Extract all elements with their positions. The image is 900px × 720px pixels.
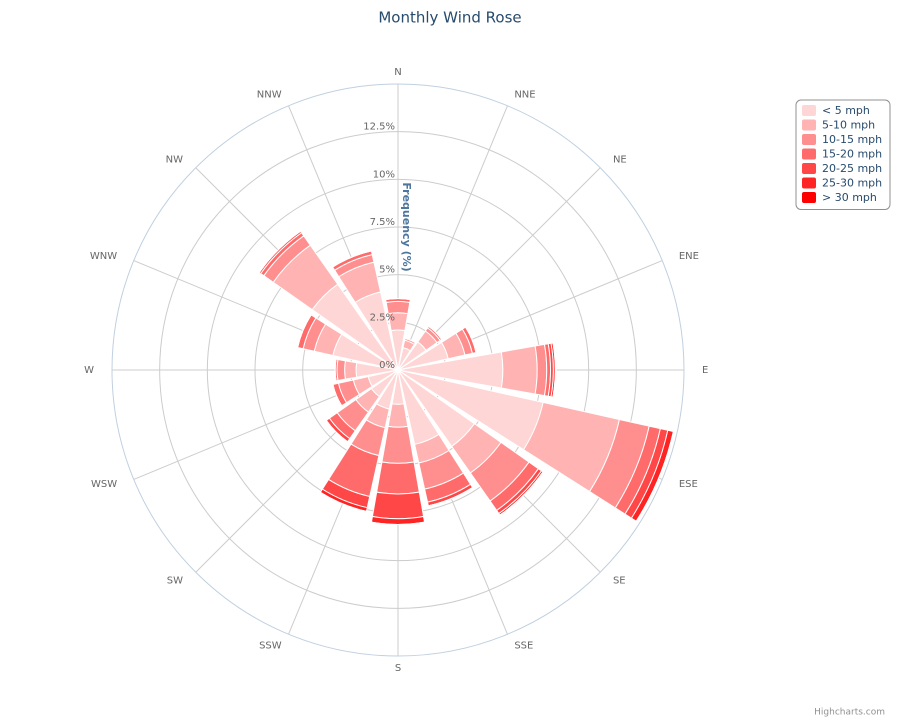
y-axis-title: Frequency (%): [400, 182, 413, 271]
direction-label: SW: [167, 576, 183, 587]
wind-bar: [381, 425, 415, 464]
direction-label: WSW: [91, 479, 117, 490]
credits: Highcharts.com: [814, 708, 885, 718]
direction-label: NE: [613, 154, 627, 165]
legend-label: 10-15 mph: [822, 133, 882, 146]
legend-label: 20-25 mph: [822, 162, 882, 175]
legend-label: 25-30 mph: [822, 177, 882, 190]
direction-label: NNE: [514, 90, 535, 101]
y-tick-label: 2.5%: [370, 312, 395, 323]
direction-label: NNW: [257, 90, 282, 101]
legend-swatch: [802, 105, 816, 116]
legend-label: 5-10 mph: [822, 119, 875, 132]
legend-label: > 30 mph: [822, 191, 877, 204]
direction-label: ENE: [679, 251, 699, 262]
wind-bar: [325, 420, 348, 443]
direction-label: W: [84, 365, 94, 376]
y-tick-label: 0%: [379, 360, 395, 371]
direction-label: NW: [166, 154, 183, 165]
legend-swatch: [802, 177, 816, 189]
legend-box: [795, 99, 891, 210]
direction-label: S: [395, 663, 401, 674]
legend-swatch: [802, 119, 816, 131]
y-tick-label: 7.5%: [370, 217, 395, 228]
direction-label: E: [702, 365, 708, 376]
wind-bar: [258, 230, 301, 273]
wind-bar: [500, 345, 538, 395]
wind-bar: [376, 461, 420, 495]
legend-label: < 5 mph: [822, 104, 870, 117]
wind-bar: [465, 326, 477, 353]
wind-bar: [336, 358, 346, 382]
wind-bar: [428, 325, 443, 340]
wind-bar: [499, 471, 544, 516]
direction-label: N: [394, 67, 401, 78]
y-tick-label: 10%: [373, 169, 395, 180]
wind-bar: [344, 360, 358, 380]
wind-bar: [371, 491, 425, 520]
wind-bar: [428, 487, 473, 507]
legend-swatch: [802, 163, 816, 174]
direction-label: ESE: [679, 479, 698, 490]
spoke: [397, 105, 508, 371]
direction-label: SSE: [514, 640, 533, 651]
y-tick-label: 12.5%: [363, 122, 395, 133]
direction-label: SSW: [259, 640, 282, 651]
direction-label: SE: [613, 576, 626, 587]
legend-swatch: [802, 148, 816, 160]
wind-bar: [635, 431, 674, 522]
wind-bar: [534, 343, 548, 397]
wind-bar: [387, 403, 409, 428]
legend-swatch: [802, 192, 816, 203]
wind-bar: [552, 342, 557, 398]
legend-swatch: [802, 134, 816, 145]
legend-label: 15-20 mph: [822, 148, 882, 161]
y-tick-label: 5%: [379, 265, 395, 276]
direction-label: WNW: [90, 251, 117, 262]
chart-title: Monthly Wind Rose: [378, 9, 521, 27]
wind-bar: [320, 491, 367, 512]
